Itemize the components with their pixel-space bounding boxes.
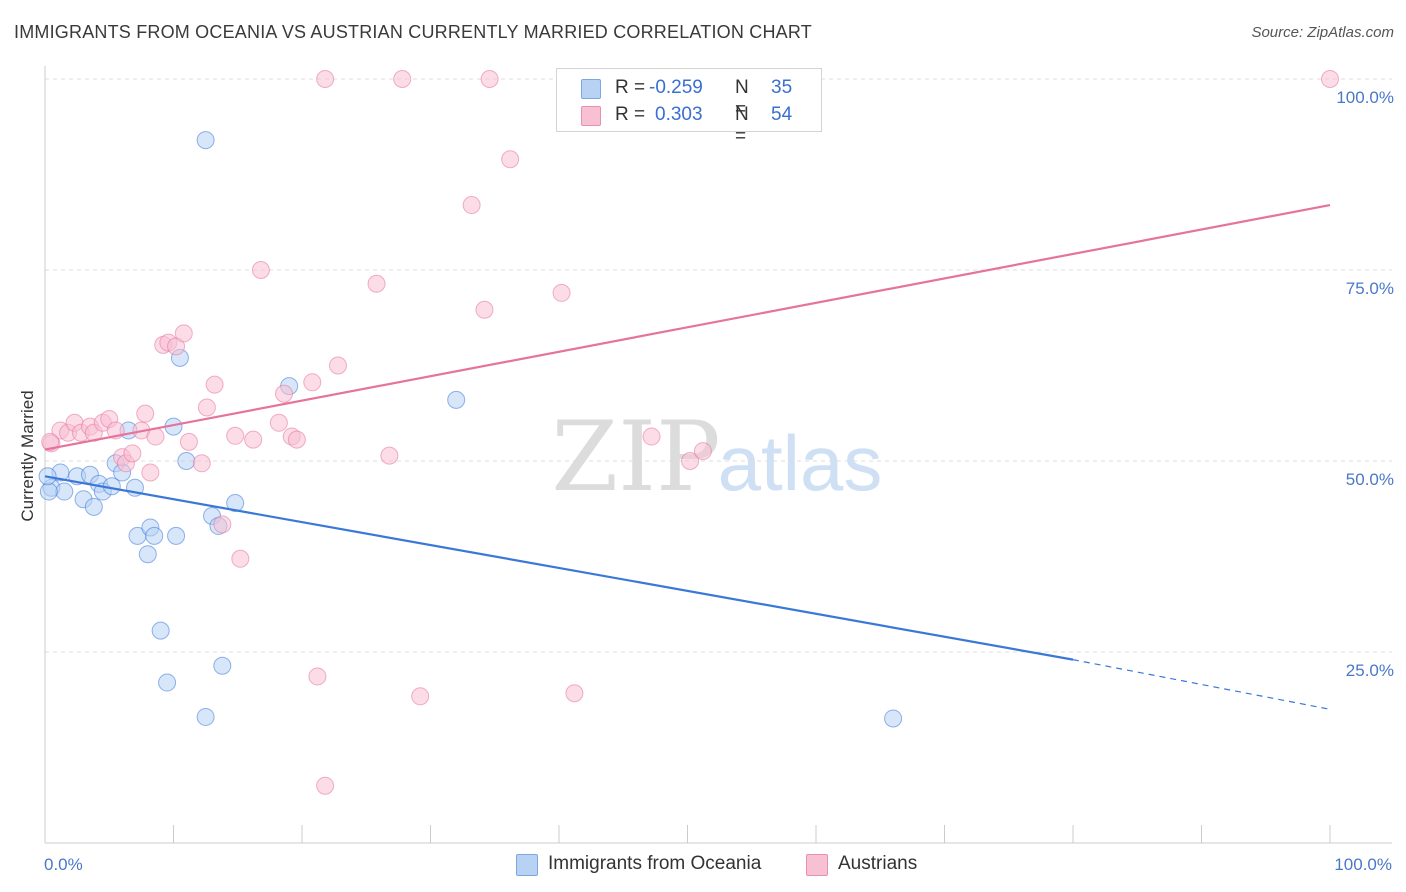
trend-line-oceania <box>44 475 1074 661</box>
watermark-atlas: atlas <box>718 419 883 507</box>
legend-r-value: -0.259 <box>649 77 703 98</box>
data-point-oceania <box>884 709 903 728</box>
legend-n-label: N = <box>735 104 749 147</box>
data-point-oceania <box>196 707 215 726</box>
data-point-austrians <box>41 432 60 451</box>
data-point-austrians <box>501 150 520 169</box>
data-point-oceania <box>158 673 177 692</box>
legend-r-label: R = <box>615 104 646 125</box>
data-point-oceania <box>177 452 196 470</box>
data-point-oceania <box>145 526 164 545</box>
legend-label-austrians: Austrians <box>838 853 918 874</box>
legend-swatch-oceania <box>581 79 601 99</box>
data-point-austrians <box>244 430 263 449</box>
data-point-austrians <box>316 776 335 795</box>
series-legend: Immigrants from Oceania Austrians <box>0 852 1406 878</box>
data-point-austrians <box>269 413 288 432</box>
y-tick-label: 75.0% <box>1346 279 1394 298</box>
data-point-austrians <box>328 356 347 375</box>
legend-swatch-austrians <box>806 854 828 876</box>
data-point-austrians <box>123 444 142 463</box>
data-point-austrians <box>174 324 193 343</box>
data-point-austrians <box>251 261 270 279</box>
legend-r-label: R = <box>615 77 646 98</box>
data-point-austrians <box>308 667 327 686</box>
data-point-oceania <box>55 482 74 501</box>
data-point-austrians <box>367 274 386 293</box>
data-point-austrians <box>275 384 294 403</box>
y-tick-label: 50.0% <box>1346 470 1394 489</box>
legend-n-value: 35 <box>771 77 793 98</box>
data-point-austrians <box>192 454 211 473</box>
data-point-austrians <box>287 430 306 449</box>
legend-r-value: 0.303 <box>655 104 703 125</box>
data-point-austrians <box>179 432 198 451</box>
chart-title: IMMIGRANTS FROM OCEANIA VS AUSTRIAN CURR… <box>14 22 812 42</box>
x-tick-label: 0.0% <box>44 855 83 874</box>
data-point-oceania <box>213 656 232 675</box>
data-point-austrians <box>136 404 155 423</box>
data-point-oceania <box>226 494 245 513</box>
data-point-oceania <box>138 545 157 564</box>
y-tick-label: 25.0% <box>1346 661 1394 680</box>
data-point-austrians <box>411 687 430 706</box>
data-point-austrians <box>226 426 245 445</box>
data-point-austrians <box>462 196 481 215</box>
data-point-austrians <box>552 283 571 302</box>
data-point-oceania <box>151 621 170 640</box>
legend-swatch-oceania <box>516 854 538 876</box>
data-point-austrians <box>642 427 661 446</box>
data-point-austrians <box>205 375 224 394</box>
data-point-oceania <box>84 497 103 516</box>
data-point-austrians <box>681 452 700 470</box>
data-point-austrians <box>213 515 232 534</box>
legend-n-value: 54 <box>771 104 793 125</box>
data-point-austrians <box>393 70 412 88</box>
data-point-austrians <box>303 373 322 392</box>
legend-n-label: N = <box>735 77 749 120</box>
data-point-oceania <box>39 482 58 501</box>
data-point-austrians <box>475 300 494 319</box>
data-point-austrians <box>141 463 160 482</box>
legend-label-oceania: Immigrants from Oceania <box>548 853 762 874</box>
trend-line-extension-oceania <box>1072 659 1331 710</box>
data-point-austrians <box>231 549 250 568</box>
trend-line-austrians <box>44 203 1331 451</box>
data-point-austrians <box>693 442 712 461</box>
source-label: Source: ZipAtlas.com <box>1251 24 1394 41</box>
data-point-oceania <box>196 131 215 150</box>
data-point-austrians <box>380 446 399 465</box>
legend-swatch-austrians <box>581 106 601 126</box>
x-tick-label: 100.0% <box>1334 855 1392 874</box>
y-tick-label: 100.0% <box>1336 88 1394 107</box>
data-point-austrians <box>316 70 335 88</box>
data-point-oceania <box>167 526 186 545</box>
data-point-austrians <box>565 684 584 703</box>
data-point-oceania <box>447 390 466 409</box>
data-point-austrians <box>480 70 499 88</box>
data-point-austrians <box>1321 70 1339 88</box>
stats-legend: R = -0.259 N = 35 R = 0.303 N = 54 <box>556 68 822 147</box>
data-point-austrians <box>197 398 216 417</box>
